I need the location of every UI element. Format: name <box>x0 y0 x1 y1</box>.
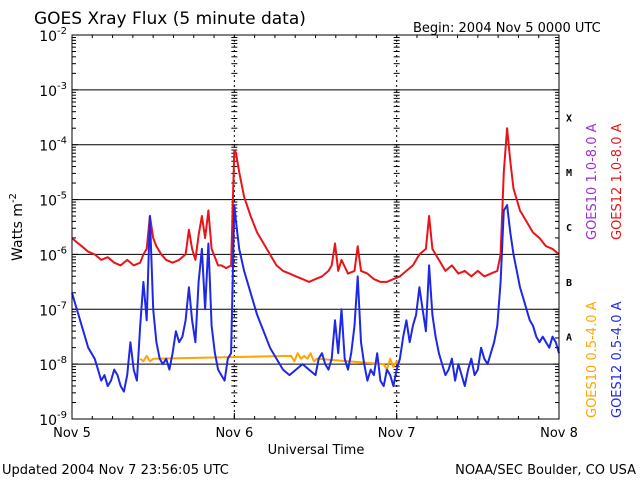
y-tick-label: 10-9 <box>39 410 67 429</box>
series-line-goes10-0-5-4-0-a <box>139 352 401 371</box>
y-axis-label-exponent: -2 <box>8 193 19 203</box>
x-tick-label: Nov 8 <box>540 426 578 441</box>
y-tick-mantissa: 10 <box>39 194 57 210</box>
plot-frame <box>71 34 560 420</box>
flare-class-label: M <box>566 168 572 179</box>
x-tick-label: Nov 6 <box>215 426 253 441</box>
footer-updated: Updated 2004 Nov 7 23:56:05 UTC <box>2 463 229 478</box>
y-tick-label: 10-4 <box>39 136 67 155</box>
y-tick-mantissa: 10 <box>39 413 57 429</box>
flare-class-label: B <box>566 278 572 289</box>
x-tick-labels: Nov 5 Nov 6 Nov 7 Nov 8 <box>53 35 578 441</box>
y-tick-label: 10-3 <box>39 81 67 100</box>
x-tick-label: Nov 5 <box>53 426 91 441</box>
y-tick-mantissa: 10 <box>39 84 57 100</box>
x-tick-label: Nov 7 <box>378 426 416 441</box>
y-tick-label: 10-5 <box>39 191 67 210</box>
x-axis-label: Universal Time <box>268 443 365 458</box>
day-divider-ticks <box>231 35 400 420</box>
y-tick-exponent: -9 <box>57 410 67 421</box>
begin-label: Begin: 2004 Nov 5 0000 UTC <box>413 21 601 36</box>
legend: GOES10 1.0-8.0 A GOES12 1.0-8.0 A GOES10 0… <box>585 123 625 418</box>
flare-class-label: A <box>566 333 572 344</box>
y-tick-label: 10-8 <box>39 355 67 374</box>
y-tick-label: 10-2 <box>39 26 67 45</box>
y-minor-ticks <box>72 37 559 420</box>
y-tick-exponent: -6 <box>57 245 67 256</box>
y-axis-label-text: Watts m <box>10 203 26 261</box>
chart-title: GOES Xray Flux (5 minute data) <box>34 9 306 29</box>
y-tick-exponent: -7 <box>57 300 67 311</box>
y-tick-mantissa: 10 <box>39 139 57 155</box>
y-tick-exponent: -3 <box>57 81 67 92</box>
y-tick-mantissa: 10 <box>39 248 57 264</box>
series-line-goes12-1-0-8-0-a <box>71 127 560 283</box>
y-tick-mantissa: 10 <box>39 303 57 319</box>
flare-class-label: X <box>566 113 572 124</box>
y-tick-mantissa: 10 <box>39 358 57 374</box>
legend-entry: GOES10 1.0-8.0 A <box>585 123 600 240</box>
y-tick-mantissa: 10 <box>39 29 57 45</box>
y-tick-exponent: -2 <box>57 26 67 37</box>
y-tick-label: 10-6 <box>39 245 67 264</box>
y-axis-label: Watts m-2 <box>8 193 26 261</box>
flare-class-label: C <box>566 223 572 234</box>
series-lines <box>71 127 560 393</box>
footer-source: NOAA/SEC Boulder, CO USA <box>455 463 636 478</box>
flare-class-labels: X M C B A <box>566 113 572 343</box>
legend-entry: GOES10 0.5-4.0 A <box>585 301 600 418</box>
y-tick-exponent: -5 <box>57 191 67 202</box>
y-tick-labels: 10-910-810-710-610-510-410-310-2 <box>39 26 67 429</box>
legend-entry: GOES12 0.5-4.0 A <box>610 301 625 418</box>
legend-entry: GOES12 1.0-8.0 A <box>610 123 625 240</box>
series-line-goes12-0-5-4-0-a <box>71 204 560 393</box>
y-tick-label: 10-7 <box>39 300 67 319</box>
y-tick-exponent: -4 <box>57 136 67 147</box>
y-tick-exponent: -8 <box>57 355 67 366</box>
